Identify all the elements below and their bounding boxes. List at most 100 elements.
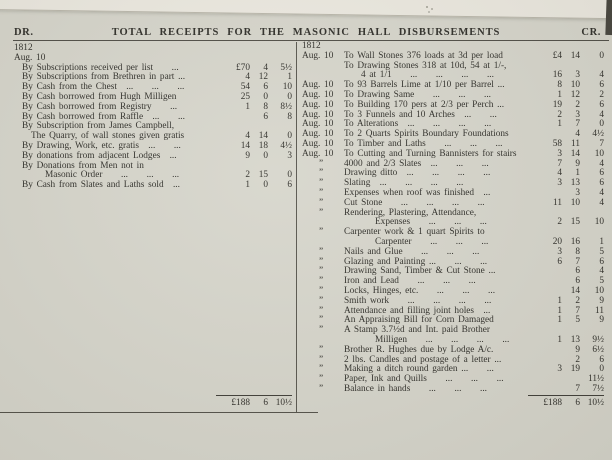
amount-pence: 0: [599, 364, 604, 375]
header-rule: [13, 40, 609, 41]
row-description: An Appraising Bill for Corn Damaged: [344, 315, 494, 326]
row-description: To Wall Stones 376 loads at 3d per load: [344, 50, 503, 61]
amount-pence: 11: [595, 305, 604, 316]
row-date: Aug. 10: [302, 50, 334, 61]
cr-column: 1812 Aug. 10 To Wall Stones 376 loads at …: [302, 41, 604, 395]
row-description: Carpenter work & 1 quart Spirits to: [344, 227, 485, 238]
ledger-row: To Drawing Stones 318 at 10d, 54 at 1/-,: [302, 61, 604, 72]
amount-pence: 4: [599, 266, 604, 277]
ledger-row: By Subscriptions received per list ... £7…: [14, 62, 292, 74]
row-description: Drawing Sand, Timber & Cut Stone ...: [344, 266, 496, 277]
row-description: By Subscriptions received per list ...: [22, 62, 179, 73]
amount-pence: 7: [599, 138, 604, 149]
amount-shillings: 14: [570, 148, 580, 159]
row-description: A Stamp 3.7½d and Int. paid Brother: [344, 325, 491, 336]
amount-shillings: 6: [575, 398, 580, 408]
page-edge-strip: [0, 0, 612, 20]
row-description: Smith work ... ... ... ...: [344, 295, 492, 306]
dr-total-amounts: £188 6 10½: [216, 395, 292, 409]
amount-shillings: 7: [575, 305, 580, 316]
amount-pounds: £188: [543, 398, 562, 408]
dr-column: 1812 Aug. 10 By Subscriptions received p…: [14, 43, 292, 191]
year-label: 1812: [302, 41, 321, 51]
ledger-row: ” Smith work ... ... ... ... 1 2 9: [302, 295, 604, 307]
row-description: Locks, Hinges, etc. ... ... ...: [344, 285, 496, 296]
ledger-row: Aug. 10 To Cutting and Turning Bannisters…: [302, 148, 604, 160]
amount-shillings: 13: [570, 178, 580, 189]
amount-shillings: 0: [263, 150, 268, 161]
amount-pence: 0: [287, 91, 292, 102]
ledger-row: Aug. 10 To 3 Funnels and 10 Arches ... ..…: [302, 109, 604, 121]
row-description: To Drawing Same ... ... ...: [344, 89, 492, 100]
amount-pence: 6: [599, 99, 604, 110]
ledger-row: ” Nails and Glue ... ... ... 3 8 5: [302, 247, 604, 258]
row-description: To 93 Barrels Lime at 1/10 per Barrel ..…: [344, 80, 505, 91]
ledger-row: ” Brother R. Hughes due by Lodge A/c. 9 6½: [302, 345, 604, 356]
row-description: The Quarry, of wall stones given gratis: [31, 131, 185, 142]
amount-shillings: 6: [575, 276, 580, 287]
row-date: Aug. 10: [302, 138, 334, 149]
row-date: ”: [319, 285, 324, 296]
row-description: To 3 Funnels and 10 Arches ... ...: [344, 109, 497, 120]
amount-pounds: 1: [245, 180, 250, 191]
row-date: ”: [319, 168, 324, 179]
amount-pounds: 1: [557, 305, 562, 316]
row-date: ”: [319, 158, 324, 169]
amount-pounds: 4: [557, 168, 562, 179]
ledger-row: By Drawing, Work, etc. gratis ... ... 14 1…: [14, 140, 292, 152]
ledger-row: ” Drawing ditto ... ... ... ... 4 1 6: [302, 169, 604, 179]
ledger-row: By Donations from Men not in: [14, 161, 292, 172]
row-description: To Cutting and Turning Bannisters for st…: [344, 148, 517, 159]
row-description: Milligen ... ... ... ...: [375, 334, 510, 345]
amount-pence: 9: [599, 315, 604, 326]
amount-shillings: 0: [263, 91, 268, 102]
amount-pence: 6: [599, 256, 604, 267]
amount-pence: 6: [599, 168, 604, 179]
ledger-row: Aug. 10 To Wall Stones 376 loads at 3d pe…: [302, 50, 604, 62]
ledger-row: Masonic Order ... ... ... 2 15 0: [14, 171, 292, 181]
photo-dark-corner: [605, 0, 612, 36]
amount-shillings: 3: [575, 187, 580, 198]
amount-pence: 0: [599, 119, 604, 130]
ledger-row: ” Locks, Hinges, etc. ... ... ... 14 10: [302, 285, 604, 297]
amount-shillings: 6: [263, 111, 268, 122]
amount-shillings: 6: [263, 398, 268, 408]
ledger-row: ” A Stamp 3.7½d and Int. paid Brother: [302, 325, 604, 336]
cr-total-amounts: £188 6 10½: [528, 395, 604, 409]
ledger-row: ” Drawing Sand, Timber & Cut Stone ... 6 4: [302, 267, 604, 277]
page-title: TOTAL RECEIPTS FOR THE MASONIC HALL DISB…: [111, 27, 501, 38]
row-description: To 2 Quarts Spirits Boundary Foundations: [344, 129, 509, 140]
amount-pence: 9½: [592, 334, 604, 345]
amount-shillings: 4: [575, 129, 580, 140]
amount-pence: 8: [287, 111, 292, 122]
amount-pence: 10: [282, 82, 292, 93]
amount-pounds: 14: [240, 140, 250, 151]
amount-pence: 6: [599, 80, 604, 91]
row-description: Expenses ... ... ...: [375, 217, 487, 228]
row-description: 2 lbs. Candles and postage of a letter .…: [344, 354, 502, 365]
cr-label: CR.: [581, 27, 601, 38]
amount-shillings: 6: [263, 82, 268, 93]
amount-shillings: 6: [575, 266, 580, 277]
row-date: ”: [319, 276, 324, 287]
amount-pence: 0: [599, 50, 604, 61]
amount-shillings: 14: [258, 131, 268, 142]
row-description: Balance in hands ... ... ...: [344, 383, 488, 394]
ledger-row: Expenses ... ... ... 2 15 10: [302, 218, 604, 228]
amount-shillings: 7: [575, 256, 580, 267]
row-description: By Cash from the Chest ... ... ...: [22, 82, 185, 93]
row-date: ”: [319, 178, 324, 189]
row-date: ”: [319, 197, 324, 208]
amount-pounds: 3: [557, 178, 562, 189]
amount-shillings: 11: [571, 138, 580, 149]
ledger-row: By Cash borrowed from Hugh Milligen 25 0 0: [14, 91, 292, 103]
amount-pounds: 1: [557, 119, 562, 130]
ledger-row: ” 2 lbs. Candles and postage of a letter …: [302, 354, 604, 366]
dr-total-row: £188 6 10½: [14, 395, 292, 409]
ledger-row: By donations from adjacent Lodges ... 9 0 3: [14, 150, 292, 162]
row-date: ”: [319, 374, 324, 385]
year-label: 1812: [14, 43, 33, 53]
dr-label: DR.: [14, 27, 34, 38]
amount-pence: 10: [594, 148, 604, 159]
